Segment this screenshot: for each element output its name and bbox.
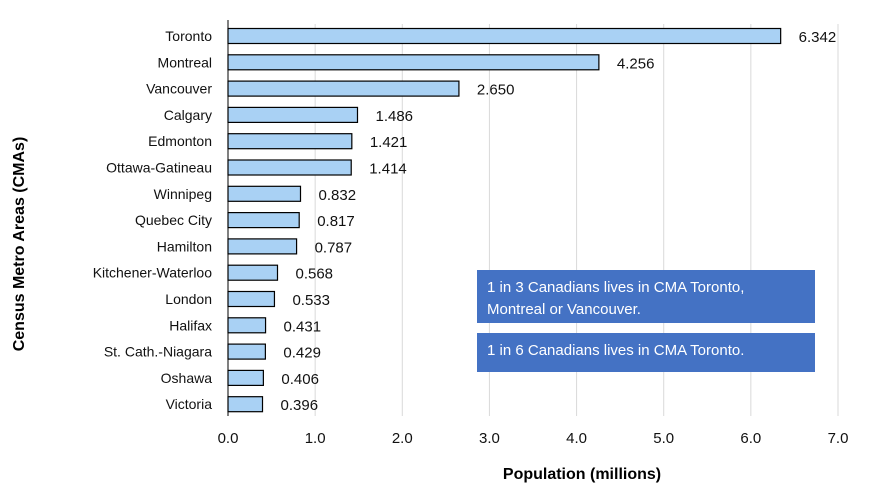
callout-text: Montreal or Vancouver. (487, 301, 641, 318)
data-label: 1.486 (375, 108, 413, 125)
data-label: 0.817 (317, 213, 355, 230)
bar-oshawa (227, 369, 264, 386)
category-label: Quebec City (135, 212, 212, 228)
callouts: 1 in 3 Canadians lives in CMA Toronto, Mo… (477, 270, 815, 372)
x-tick-label-6: 6.0 (740, 430, 761, 447)
callout-background (477, 333, 815, 372)
x-tick-label-5: 5.0 (653, 430, 674, 447)
bars (227, 27, 782, 413)
x-axis-ticks: 0.0 1.0 2.0 3.0 4.0 5.0 6.0 7.0 (218, 430, 849, 447)
bar-vancouver (227, 80, 460, 97)
bar-quebec-city (227, 212, 300, 229)
bar-montreal (227, 54, 600, 71)
bar-st-cath-niagara (227, 343, 266, 360)
category-label: Winnipeg (154, 186, 212, 202)
x-tick-label-4: 4.0 (566, 430, 587, 447)
data-label: 0.568 (295, 266, 333, 283)
category-label: Ottawa-Gatineau (106, 160, 212, 176)
category-label: Oshawa (161, 370, 213, 386)
bar-hamilton (227, 238, 298, 255)
bar-london (227, 290, 276, 308)
category-label: Victoria (166, 396, 213, 412)
y-axis-title: Census Metro Areas (CMAs) (11, 137, 28, 352)
bar-calgary (227, 106, 359, 124)
data-label: 0.431 (284, 318, 322, 335)
data-label: 0.787 (315, 239, 353, 256)
x-tick-label-2: 2.0 (392, 430, 413, 447)
data-label: 0.396 (281, 397, 319, 414)
callout-box-2: 1 in 6 Canadians lives in CMA Toronto. (477, 333, 815, 372)
data-label: 0.406 (281, 371, 319, 388)
category-label: London (165, 291, 212, 307)
data-label: 0.832 (319, 187, 357, 204)
bar-kitchener-waterloo (227, 264, 279, 281)
callout-text: 1 in 3 Canadians lives in CMA Toronto, (487, 279, 744, 296)
category-label: Kitchener-Waterloo (93, 265, 213, 281)
x-tick-label-0: 0.0 (218, 430, 239, 447)
data-label: 1.421 (370, 134, 408, 151)
data-label: 0.429 (283, 345, 321, 362)
bar-ottawa-gatineau (227, 159, 352, 176)
bar-halifax (227, 317, 267, 334)
data-label: 4.256 (617, 55, 655, 72)
bar-victoria (227, 396, 264, 413)
x-axis-title: Population (millions) (503, 466, 661, 483)
bar-toronto (227, 27, 782, 45)
category-label: Toronto (165, 28, 212, 44)
data-label: 1.414 (369, 161, 407, 178)
category-label: Montreal (158, 54, 212, 70)
callout-box-1: 1 in 3 Canadians lives in CMA Toronto, Mo… (477, 270, 815, 323)
category-label: Hamilton (157, 238, 212, 254)
category-label: Edmonton (148, 133, 212, 149)
data-label: 0.533 (292, 292, 330, 309)
category-label: Halifax (169, 317, 212, 333)
callout-background (477, 270, 815, 323)
x-tick-label-7: 7.0 (828, 430, 849, 447)
data-label: 2.650 (477, 82, 515, 99)
bar-winnipeg (227, 185, 302, 202)
category-label: St. Cath.-Niagara (104, 344, 212, 360)
x-tick-label-3: 3.0 (479, 430, 500, 447)
labels: Toronto 6.342 Montreal 4.256 Vancouver 2.650 C… (93, 28, 837, 414)
bar-edmonton (227, 133, 353, 150)
category-label: Calgary (164, 107, 212, 123)
category-label: Vancouver (146, 81, 212, 97)
x-tick-label-1: 1.0 (305, 430, 326, 447)
data-label: 6.342 (799, 29, 837, 46)
callout-text: 1 in 6 Canadians lives in CMA Toronto. (487, 342, 744, 359)
